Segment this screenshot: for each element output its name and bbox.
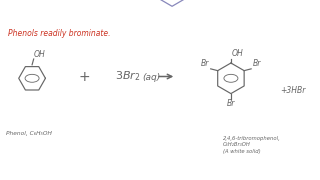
Text: OH: OH xyxy=(34,50,46,59)
Text: Br: Br xyxy=(252,60,261,69)
Text: (aq): (aq) xyxy=(142,73,160,82)
Text: Br: Br xyxy=(201,60,209,69)
Text: OH: OH xyxy=(232,49,244,58)
Text: +: + xyxy=(79,69,90,84)
Text: Br: Br xyxy=(227,99,235,108)
Text: 2,4,6-tribromophenol,
C₆H₂Br₃OH
(A white solid): 2,4,6-tribromophenol, C₆H₂Br₃OH (A white… xyxy=(223,136,281,154)
Text: Phenol, C₆H₅OH: Phenol, C₆H₅OH xyxy=(6,131,52,136)
Text: +3HBr: +3HBr xyxy=(280,86,306,94)
Text: Phenols readily brominate.: Phenols readily brominate. xyxy=(8,29,111,38)
Text: $3Br_2$: $3Br_2$ xyxy=(115,70,140,83)
